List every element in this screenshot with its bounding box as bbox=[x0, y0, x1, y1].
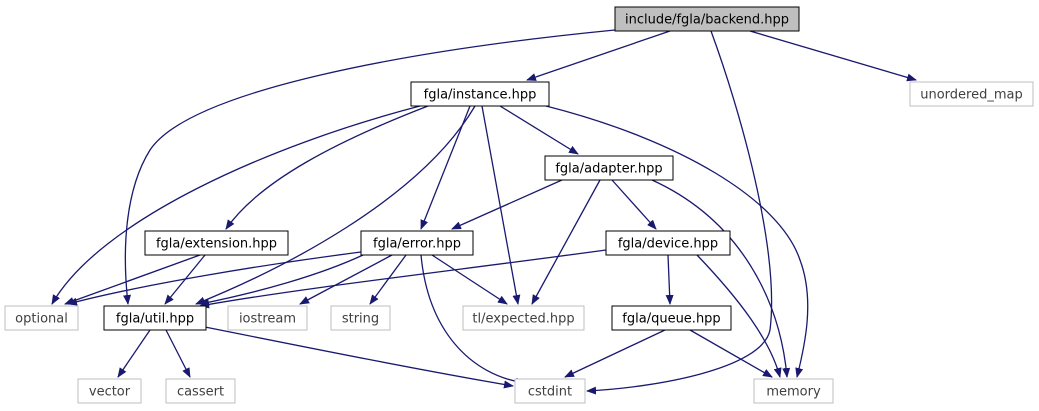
node-box-error bbox=[360, 230, 474, 256]
edge-instance-extension bbox=[225, 105, 429, 230]
node-box-iostream bbox=[227, 305, 308, 331]
edge-instance-expected bbox=[481, 105, 521, 305]
node-label-string: string bbox=[342, 312, 379, 327]
edge-device-util bbox=[199, 249, 607, 309]
edge-util-vector bbox=[117, 329, 151, 378]
node-label-device: fgla/device.hpp bbox=[618, 237, 718, 252]
node-label-adapter: fgla/adapter.hpp bbox=[555, 162, 662, 177]
node-box-adapter bbox=[544, 155, 674, 181]
node-label-memory: memory bbox=[766, 385, 821, 400]
node-box-device bbox=[605, 230, 731, 256]
node-box-extension bbox=[144, 230, 289, 256]
node-label-optional: optional bbox=[15, 312, 68, 327]
edge-error-util bbox=[199, 254, 364, 307]
edge-adapter-device bbox=[611, 179, 657, 230]
node-util[interactable]: fgla/util.hpp bbox=[103, 305, 207, 331]
edge-backend-cstdint bbox=[586, 30, 773, 395]
edge-queue-memory bbox=[689, 329, 773, 378]
node-label-vector: vector bbox=[89, 385, 131, 400]
node-label-iostream: iostream bbox=[239, 312, 296, 327]
node-box-unordered_map bbox=[909, 81, 1034, 107]
node-label-util: fgla/util.hpp bbox=[116, 312, 194, 327]
node-label-cstdint: cstdint bbox=[528, 385, 572, 400]
node-box-optional bbox=[4, 305, 79, 331]
edge-error-optional bbox=[67, 251, 362, 306]
node-instance[interactable]: fgla/instance.hpp bbox=[410, 81, 550, 107]
node-label-instance: fgla/instance.hpp bbox=[424, 88, 537, 103]
node-label-error: fgla/error.hpp bbox=[373, 237, 461, 252]
node-device[interactable]: fgla/device.hpp bbox=[605, 230, 731, 256]
node-label-extension: fgla/extension.hpp bbox=[156, 237, 277, 252]
node-cstdint: cstdint bbox=[514, 378, 586, 404]
node-iostream: iostream bbox=[227, 305, 308, 331]
edge-util-cstdint bbox=[204, 326, 514, 389]
edge-adapter-memory bbox=[651, 179, 791, 378]
edge-instance-adapter bbox=[499, 105, 579, 155]
node-box-backend bbox=[614, 6, 800, 32]
edge-backend-unordered_map bbox=[749, 30, 917, 82]
edge-adapter-error bbox=[451, 179, 563, 230]
node-box-string bbox=[330, 305, 391, 331]
edge-device-memory bbox=[696, 254, 782, 378]
node-queue[interactable]: fgla/queue.hpp bbox=[611, 305, 732, 331]
node-memory: memory bbox=[753, 378, 834, 404]
node-label-cassert: cassert bbox=[177, 385, 224, 400]
edge-error-cstdint bbox=[420, 254, 526, 386]
node-vector: vector bbox=[77, 378, 142, 404]
node-box-cstdint bbox=[514, 378, 586, 404]
edge-util-cassert bbox=[165, 329, 191, 378]
edge-backend-util bbox=[123, 29, 616, 305]
edge-backend-instance bbox=[526, 30, 671, 81]
edge-error-iostream bbox=[299, 254, 393, 305]
edge-error-string bbox=[369, 254, 407, 305]
node-cassert: cassert bbox=[165, 378, 236, 404]
node-box-queue bbox=[611, 305, 732, 331]
node-box-expected bbox=[462, 305, 585, 331]
node-extension[interactable]: fgla/extension.hpp bbox=[144, 230, 289, 256]
node-label-expected: tl/expected.hpp bbox=[472, 312, 574, 327]
node-box-instance bbox=[410, 81, 550, 107]
node-expected: tl/expected.hpp bbox=[462, 305, 585, 331]
node-adapter[interactable]: fgla/adapter.hpp bbox=[544, 155, 674, 181]
edge-extension-optional bbox=[64, 254, 201, 305]
node-label-unordered_map: unordered_map bbox=[920, 88, 1023, 103]
node-box-cassert bbox=[165, 378, 236, 404]
edge-adapter-expected bbox=[531, 179, 601, 305]
node-string: string bbox=[330, 305, 391, 331]
edge-error-expected bbox=[431, 254, 508, 305]
node-label-backend: include/fgla/backend.hpp bbox=[625, 13, 789, 28]
node-backend: include/fgla/backend.hpp bbox=[614, 6, 800, 32]
edge-instance-util bbox=[195, 105, 476, 305]
node-optional: optional bbox=[4, 305, 79, 331]
node-unordered_map: unordered_map bbox=[909, 81, 1034, 107]
edge-instance-memory bbox=[545, 105, 809, 378]
edge-device-queue bbox=[665, 254, 674, 305]
edge-instance-optional bbox=[51, 105, 421, 305]
edge-queue-cstdint bbox=[564, 329, 666, 378]
node-box-util bbox=[103, 305, 207, 331]
node-box-memory bbox=[753, 378, 834, 404]
node-error[interactable]: fgla/error.hpp bbox=[360, 230, 474, 256]
node-label-queue: fgla/queue.hpp bbox=[622, 312, 720, 327]
node-box-vector bbox=[77, 378, 142, 404]
